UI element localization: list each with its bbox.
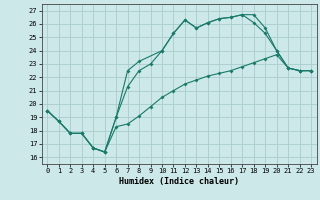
X-axis label: Humidex (Indice chaleur): Humidex (Indice chaleur) [119, 177, 239, 186]
